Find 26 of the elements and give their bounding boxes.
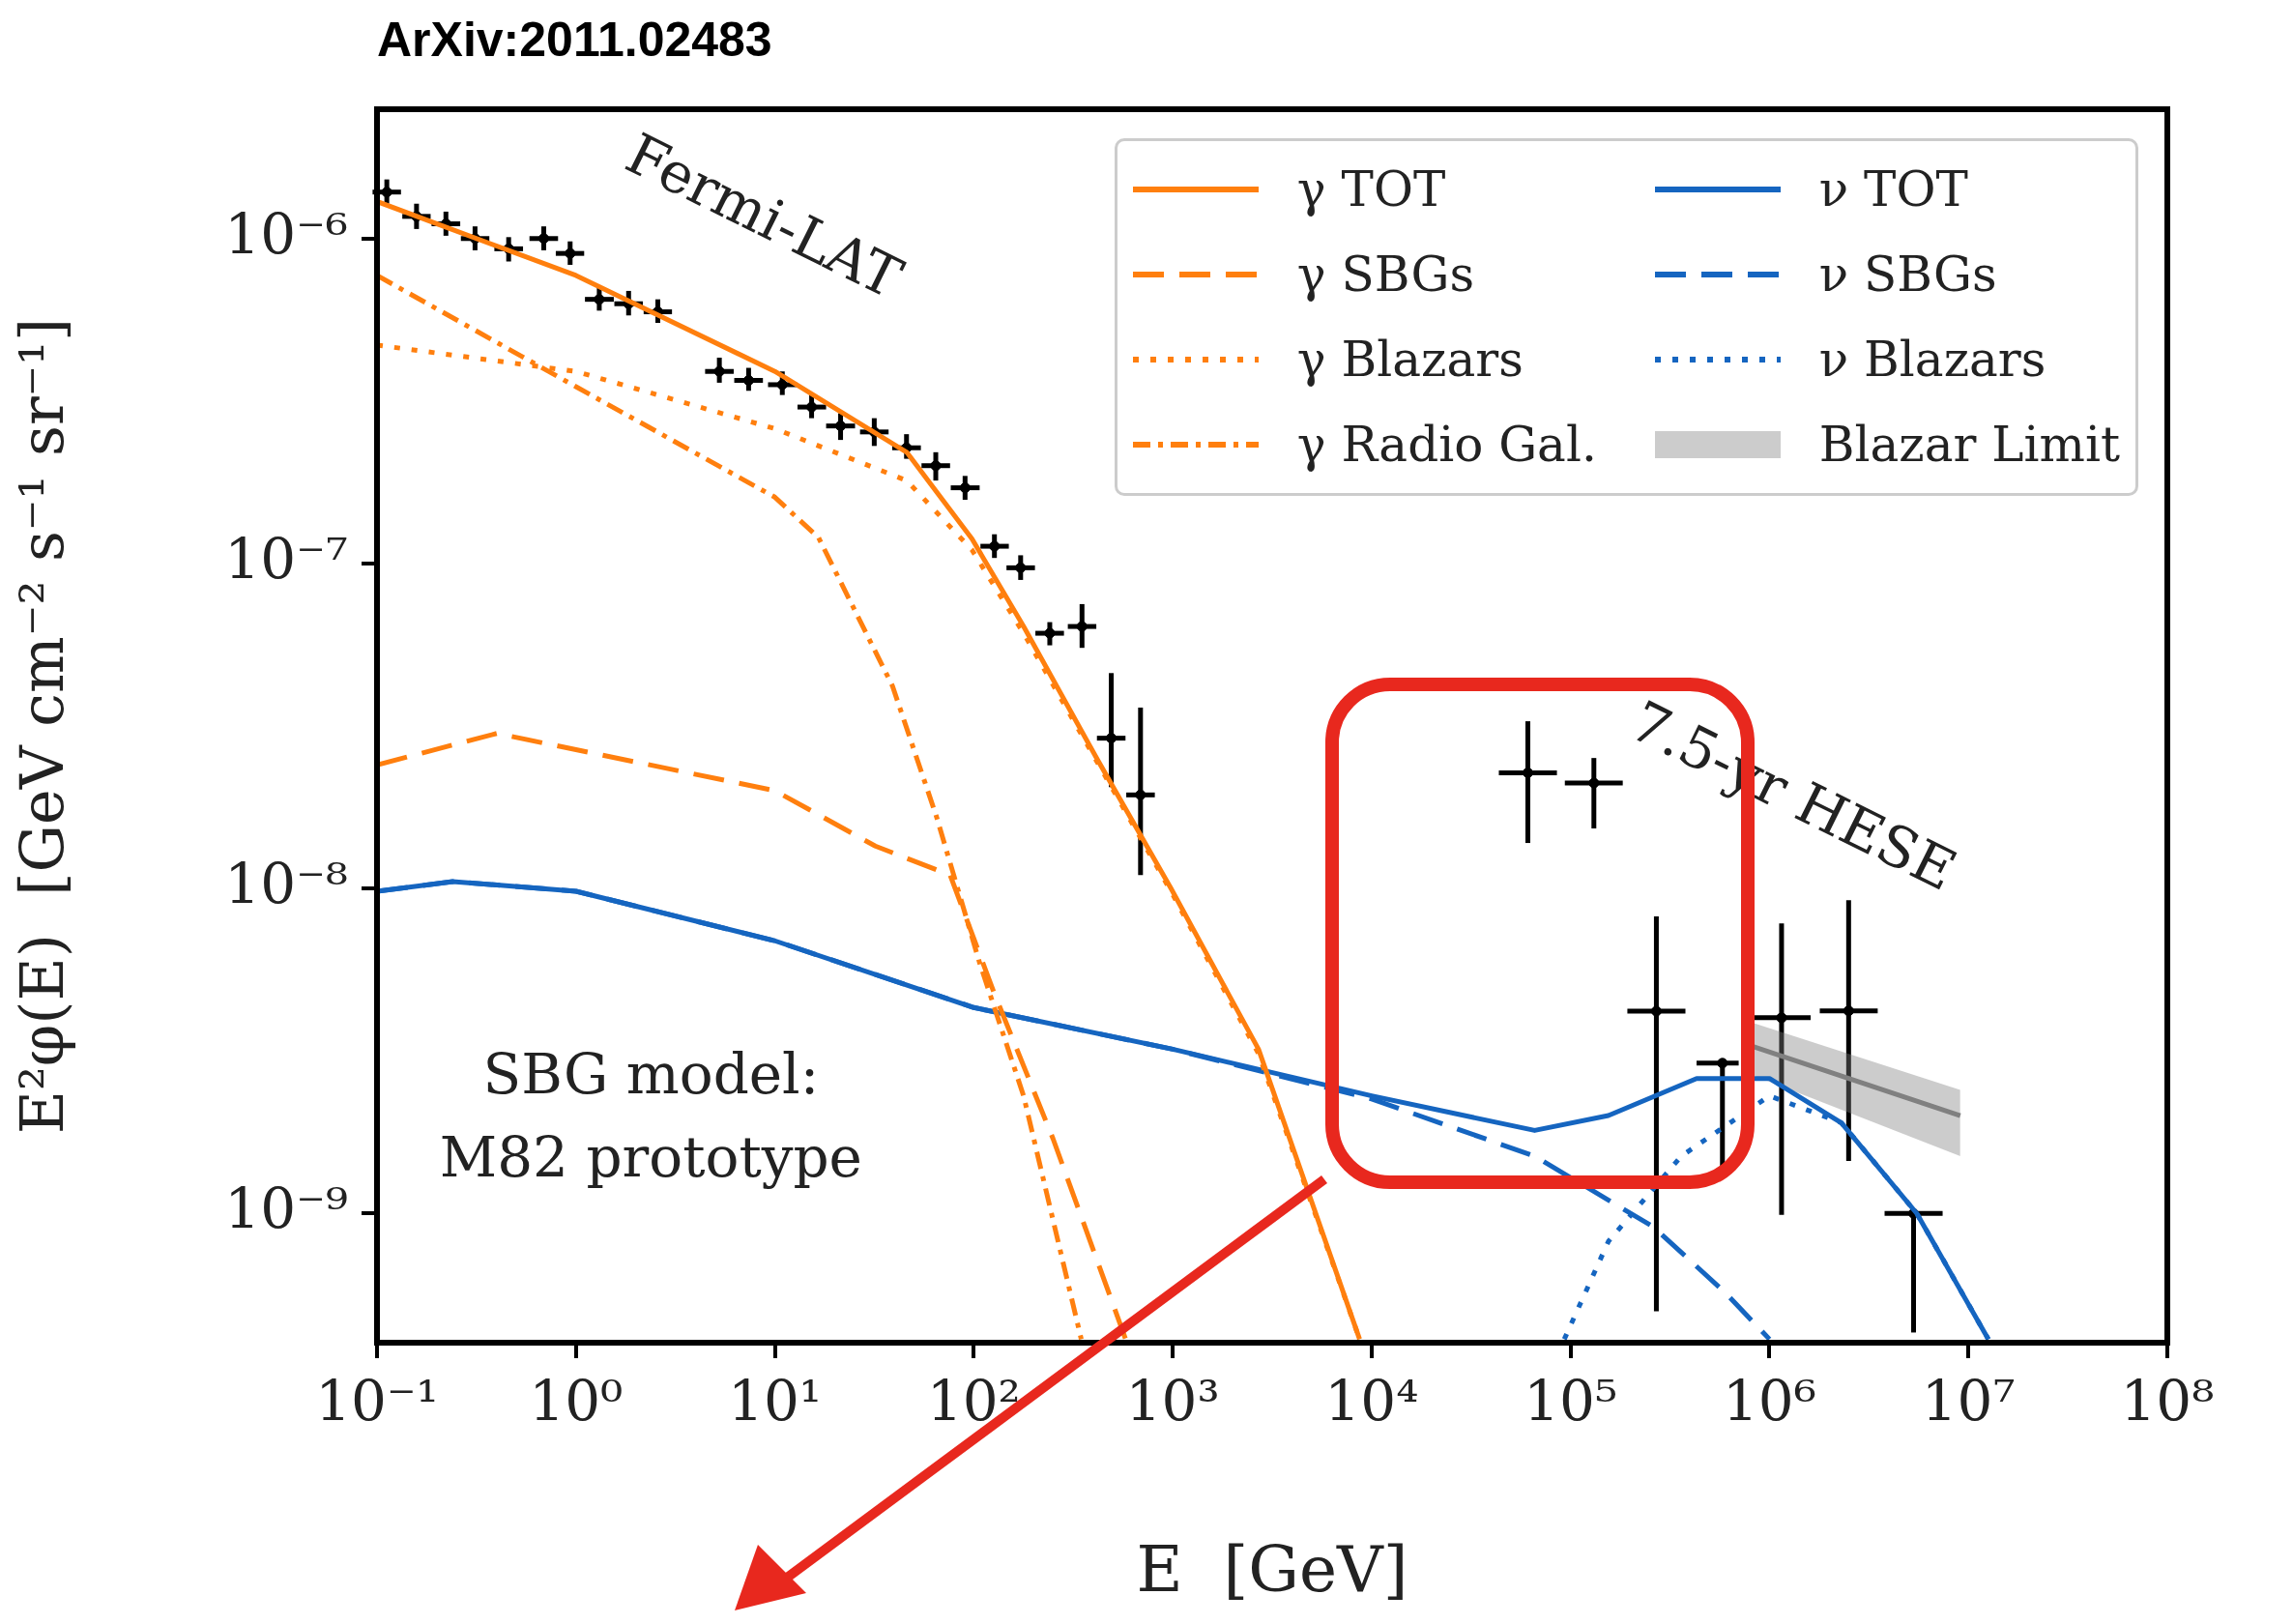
legend-label: ν TOT (1818, 161, 1968, 218)
legend-label: γ Radio Gal. (1296, 417, 1597, 473)
x-tick-label: 10² (926, 1367, 1021, 1434)
y-tick-label: 10⁻⁹ (224, 1175, 348, 1242)
x-tick-label: 10⁸ (2120, 1367, 2215, 1434)
x-tick-label: 10⁻¹ (315, 1367, 439, 1434)
x-tick-label: 10¹ (728, 1367, 823, 1434)
legend-label: ν Blazars (1818, 332, 2046, 388)
x-tick-label: 10³ (1125, 1367, 1220, 1434)
chart-title: ArXiv:2011.02483 (377, 12, 772, 67)
legend-label: Blazar Limit (1818, 417, 2120, 473)
y-tick-label: 10⁻⁶ (224, 200, 348, 267)
y-tick-label: 10⁻⁷ (224, 525, 348, 592)
x-tick-label: 10⁶ (1722, 1367, 1816, 1434)
x-tick-label: 10⁵ (1524, 1367, 1618, 1434)
annotation: SBG model: M82 prototype (439, 1041, 862, 1191)
x-tick-label: 10⁷ (1921, 1367, 2016, 1434)
y-axis-title: E²φ(E) [GeV cm⁻² s⁻¹ sr⁻¹] (7, 317, 78, 1135)
x-tick-label: 10⁰ (529, 1367, 624, 1434)
y-tick-label: 10⁻⁸ (224, 851, 348, 917)
legend-label: γ TOT (1296, 161, 1446, 218)
legend-label: γ SBGs (1296, 246, 1475, 303)
x-tick-label: 10⁴ (1324, 1367, 1419, 1434)
legend-label: ν SBGs (1818, 246, 1997, 303)
legend-label: γ Blazars (1296, 332, 1524, 388)
x-axis-title: E [GeV] (1136, 1531, 1408, 1607)
